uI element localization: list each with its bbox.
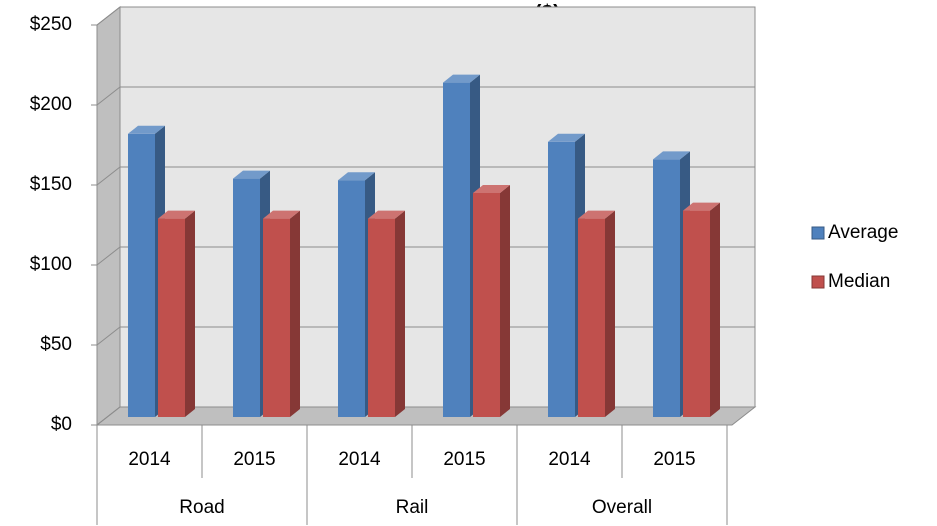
bar-top — [158, 210, 195, 219]
bar-front — [578, 218, 605, 417]
grid-line — [96, 406, 121, 426]
grid-line — [96, 326, 121, 346]
bar-front — [443, 82, 470, 417]
bar-side — [290, 210, 300, 417]
y-tick-label: $0 — [51, 414, 72, 435]
y-tick-label: $200 — [30, 94, 72, 115]
bar-top — [368, 210, 405, 219]
bar-top — [473, 185, 510, 193]
bar-top — [578, 210, 615, 219]
bar-front — [128, 133, 155, 418]
bar-front — [233, 178, 260, 417]
x-tick-label: 2014 — [548, 449, 591, 470]
x-tick-label: 2014 — [128, 449, 171, 470]
bar-front — [683, 210, 710, 417]
bar-front — [653, 159, 680, 417]
grid-line — [96, 166, 121, 186]
bar-side — [710, 202, 720, 417]
legend-swatch — [811, 226, 825, 240]
legend-label: Median — [828, 271, 890, 292]
x-tick-label: 2015 — [653, 449, 695, 470]
bar-top — [128, 125, 165, 134]
grid-line — [96, 6, 121, 26]
grid-line — [96, 246, 121, 266]
x-tick-label: 2015 — [443, 449, 485, 470]
bar-top — [263, 210, 300, 219]
group-label: Road — [179, 497, 224, 518]
x-tick-label: 2015 — [233, 449, 275, 470]
y-tick-label: $100 — [30, 254, 72, 275]
bar-top — [233, 170, 270, 179]
side-wall — [96, 5, 121, 427]
bar-front — [158, 218, 185, 417]
y-tick-label: $50 — [40, 334, 72, 355]
bar-front — [548, 141, 575, 418]
bar-front — [368, 218, 395, 417]
bar-front — [473, 193, 500, 417]
bar-top — [683, 202, 720, 211]
y-tick-label: $150 — [30, 174, 72, 195]
x-tick-label: 2014 — [338, 449, 381, 470]
bar-side — [605, 210, 615, 417]
bar-side — [500, 185, 510, 417]
legend-label: Average — [828, 222, 898, 243]
group-label: Rail — [396, 497, 429, 518]
bar-front — [338, 180, 365, 417]
bar-top — [443, 74, 480, 83]
bar-side — [395, 210, 405, 417]
bar-side — [185, 210, 195, 417]
y-tick-label: $250 — [30, 14, 72, 35]
grid-line — [96, 86, 121, 106]
legend-swatch — [811, 275, 825, 289]
bar-top — [338, 172, 375, 181]
bar-top — [548, 133, 585, 142]
group-label: Overall — [592, 497, 652, 518]
bar-front — [263, 218, 290, 417]
bar-top — [653, 151, 690, 160]
